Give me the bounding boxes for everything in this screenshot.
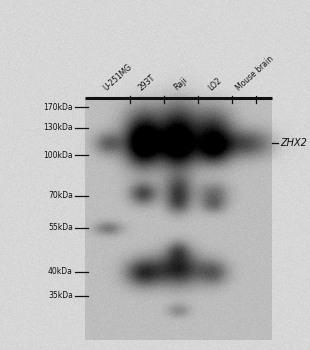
Text: ZHX2: ZHX2 [280, 138, 307, 148]
Text: 170kDa: 170kDa [43, 103, 73, 112]
Text: 130kDa: 130kDa [43, 124, 73, 133]
Text: 100kDa: 100kDa [43, 150, 73, 160]
Text: 293T: 293T [137, 72, 157, 92]
Text: Raji: Raji [172, 76, 189, 92]
Text: 70kDa: 70kDa [48, 191, 73, 201]
Text: 40kDa: 40kDa [48, 267, 73, 276]
Text: LO2: LO2 [207, 76, 224, 92]
Text: 35kDa: 35kDa [48, 292, 73, 301]
Text: 55kDa: 55kDa [48, 224, 73, 232]
Text: U-251MG: U-251MG [102, 62, 134, 92]
Text: Mouse brain: Mouse brain [234, 54, 275, 92]
